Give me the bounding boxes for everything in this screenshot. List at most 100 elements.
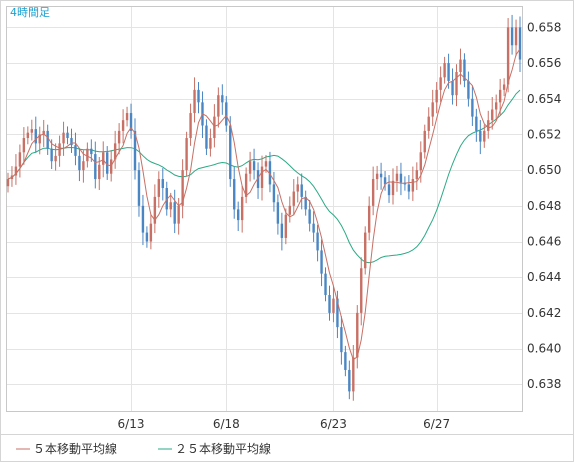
candle-body-up xyxy=(360,268,363,313)
candle-body-down xyxy=(308,209,311,224)
candle-body-down xyxy=(229,125,232,180)
candle-body-down xyxy=(518,27,522,60)
candle xyxy=(324,267,327,302)
candle xyxy=(260,155,264,201)
candle-body-down xyxy=(66,132,69,139)
candle-body-up xyxy=(157,179,161,197)
candle xyxy=(300,173,303,210)
candle-body-down xyxy=(74,145,77,156)
candle xyxy=(459,48,462,85)
candle xyxy=(181,159,184,219)
candle-body-down xyxy=(467,80,470,99)
candle xyxy=(292,179,295,216)
candle xyxy=(312,211,315,242)
candle-body-up xyxy=(332,298,335,313)
candle-body-up xyxy=(292,191,295,206)
candle xyxy=(129,103,133,139)
candle-body-down xyxy=(205,125,208,149)
x-tick-label: 6/13 xyxy=(118,417,145,431)
candle xyxy=(340,316,343,365)
candle xyxy=(18,144,22,178)
candle xyxy=(149,214,153,250)
candle xyxy=(332,286,335,323)
candle-body-up xyxy=(240,196,244,221)
candle xyxy=(411,166,415,201)
candle xyxy=(348,360,351,400)
candle-body-down xyxy=(141,205,145,233)
candle xyxy=(42,119,45,147)
candle-body-up xyxy=(395,173,399,181)
candle xyxy=(94,141,97,189)
candle-body-up xyxy=(443,63,446,78)
candle-body-down xyxy=(137,170,141,206)
candle xyxy=(483,124,486,148)
candle-body-down xyxy=(272,184,276,203)
candle-body-down xyxy=(268,161,272,185)
candle xyxy=(26,126,30,145)
candle-body-up xyxy=(352,357,355,392)
candle-body-up xyxy=(356,312,359,358)
candle-body-up xyxy=(42,130,45,135)
candle xyxy=(439,66,442,103)
candle-body-down xyxy=(129,113,133,131)
candle xyxy=(58,135,61,167)
candle-body-up xyxy=(26,132,30,139)
candle xyxy=(510,14,514,55)
candle xyxy=(121,109,125,144)
candle xyxy=(106,146,109,180)
candle-body-down xyxy=(320,250,323,274)
candle xyxy=(296,176,299,203)
candle-body-up xyxy=(102,152,105,165)
y-tick-label: 0.638 xyxy=(527,377,561,391)
candle xyxy=(391,168,395,205)
ma5-layer xyxy=(7,48,521,361)
candle xyxy=(157,171,161,208)
candle xyxy=(133,118,137,180)
candle xyxy=(344,345,347,377)
candle xyxy=(82,150,85,183)
candle xyxy=(443,56,446,84)
grid xyxy=(6,6,522,411)
y-tick-label: 0.642 xyxy=(527,306,561,320)
candle xyxy=(256,162,260,199)
candle-body-down xyxy=(34,129,37,144)
candle-body-up xyxy=(54,155,57,162)
candle-body-down xyxy=(451,80,454,96)
y-tick-label: 0.650 xyxy=(527,163,561,177)
candle-body-down xyxy=(145,232,149,242)
candle-body-down xyxy=(324,273,327,296)
candle-body-down xyxy=(78,155,81,171)
candle xyxy=(387,175,391,203)
candle xyxy=(46,124,49,155)
candle-body-down xyxy=(447,63,450,81)
candle xyxy=(280,212,284,251)
candle xyxy=(379,162,383,190)
candle xyxy=(272,171,276,212)
candle xyxy=(145,226,149,248)
candle-body-up xyxy=(431,102,434,117)
candle-body-up xyxy=(109,159,113,174)
candle-body-down xyxy=(312,223,315,233)
candle-body-down xyxy=(475,116,478,131)
legend-ma5-label: ５本移動平均線 xyxy=(33,441,117,456)
candle-body-down xyxy=(471,98,474,117)
candle xyxy=(383,171,387,191)
candle xyxy=(193,77,196,123)
candle xyxy=(169,192,172,218)
candle xyxy=(38,126,41,155)
candle-body-up xyxy=(288,205,291,215)
candle-body-up xyxy=(367,205,371,233)
candle-body-up xyxy=(419,152,422,171)
candle-body-up xyxy=(181,170,184,206)
candle xyxy=(463,53,466,88)
candle xyxy=(165,181,168,216)
candle-body-up xyxy=(487,120,490,131)
candle-body-up xyxy=(18,152,22,167)
candle xyxy=(185,131,188,177)
candle-body-down xyxy=(46,130,49,149)
candle xyxy=(506,18,510,93)
candle-body-up xyxy=(98,164,101,180)
candle-body-down xyxy=(328,295,331,313)
candle-body-up xyxy=(30,129,33,133)
candle xyxy=(288,196,291,223)
